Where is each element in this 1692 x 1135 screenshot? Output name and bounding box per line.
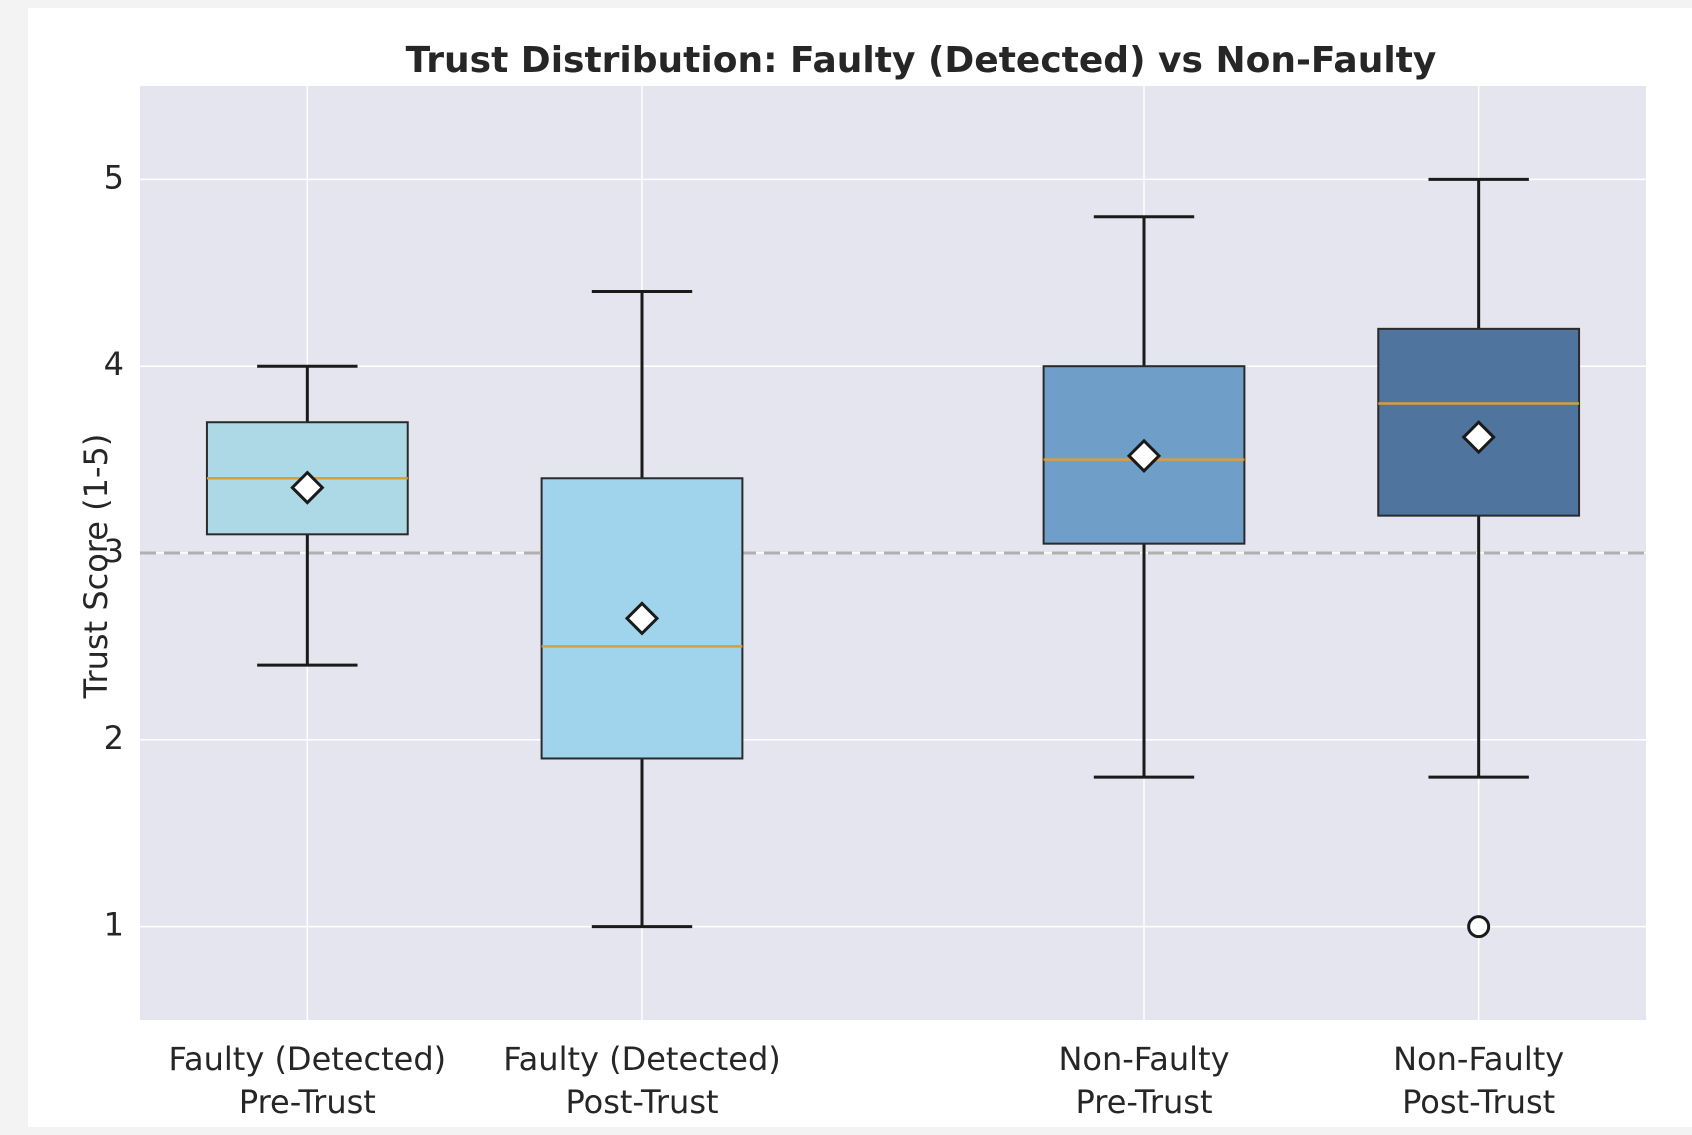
mean-marker: [1126, 438, 1162, 473]
y-tick-label: 4: [104, 345, 124, 383]
y-tick-label: 1: [104, 906, 124, 944]
mean-marker: [1461, 420, 1496, 455]
mean-marker: [624, 601, 660, 636]
y-tick-label: 3: [104, 532, 124, 570]
chart-title: Trust Distribution: Faulty (Detected) vs…: [406, 40, 1437, 81]
y-axis-label: Trust Score (1-5): [77, 434, 115, 700]
outlier: [1467, 915, 1491, 939]
figure: Trust Distribution: Faulty (Detected) vs…: [28, 8, 1692, 1127]
x-tick-label: Faulty (Detected) Pre-Trust: [168, 1040, 447, 1121]
x-tick-label: Non-Faulty Pre-Trust: [1058, 1040, 1230, 1121]
x-tick-label: Non-Faulty Post-Trust: [1393, 1040, 1565, 1121]
y-tick-label: 2: [104, 719, 124, 757]
chart: Trust Distribution: Faulty (Detected) vs…: [77, 40, 1646, 1020]
mean-marker: [290, 470, 325, 505]
y-tick-label: 5: [104, 158, 124, 196]
x-tick-label: Faulty (Detected) Post-Trust: [503, 1040, 781, 1121]
